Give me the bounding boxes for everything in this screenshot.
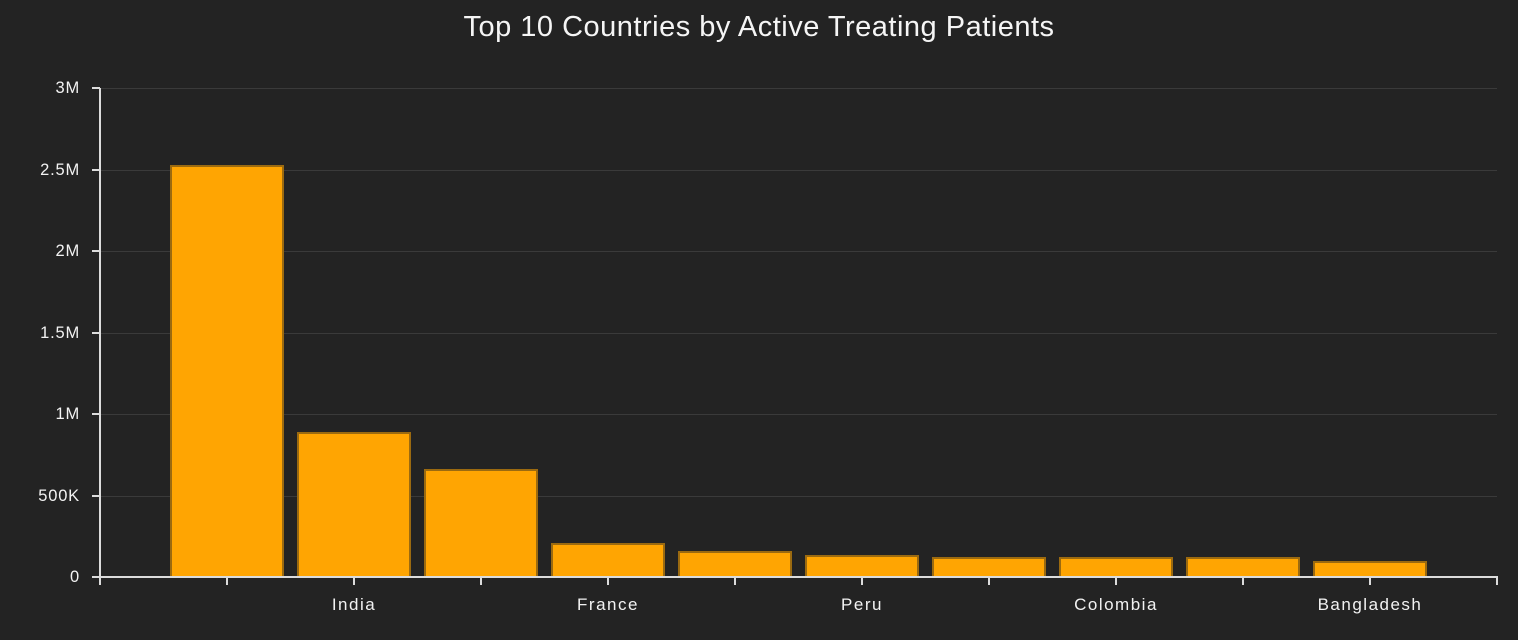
x-tick-label-colombia: Colombia <box>1074 595 1158 614</box>
bar-rank-5 <box>678 550 792 577</box>
y-tick-mark <box>92 168 100 171</box>
bar-India <box>297 431 411 577</box>
plot-area <box>100 88 1497 577</box>
y-tick-label: 2.5M <box>40 160 80 179</box>
gridline-2.5M <box>100 169 1497 171</box>
y-tick-mark <box>92 413 100 415</box>
gridline-3M <box>100 88 1497 89</box>
bar-rank-1 <box>170 164 284 577</box>
bar-Colombia <box>1059 557 1173 577</box>
x-tick-mark <box>226 578 228 585</box>
gridline-1.5M <box>100 332 1497 334</box>
gridline-500K <box>100 495 1497 497</box>
y-tick-label: 0 <box>70 568 80 586</box>
y-tick-mark <box>92 87 100 89</box>
bar-rank-7 <box>932 557 1046 577</box>
gridline-2M <box>100 251 1497 252</box>
y-tick-label: 1.5M <box>40 323 80 342</box>
x-tick-mark <box>1115 578 1117 585</box>
y-tick-label: 500K <box>38 486 80 505</box>
x-tick-label-france: France <box>577 595 639 614</box>
chart-title: Top 10 Countries by Active Treating Pati… <box>463 11 1055 43</box>
x-tick-label-bangladesh: Bangladesh <box>1317 595 1423 614</box>
x-tick-mark <box>988 578 990 585</box>
x-tick-mark <box>353 578 355 585</box>
x-tick-label-india: India <box>331 595 377 614</box>
bar-Bangladesh <box>1313 560 1427 577</box>
bar-rank-3 <box>424 468 538 577</box>
y-tick-label: 1M <box>55 405 80 423</box>
y-tick-mark <box>92 576 100 578</box>
x-tick-label-peru: Peru <box>841 595 883 614</box>
y-tick-mark <box>92 250 100 252</box>
x-tick-mark <box>861 578 863 585</box>
y-tick-label: 3M <box>55 79 80 97</box>
bar-rank-9 <box>1186 556 1300 577</box>
x-tick-mark <box>1369 578 1371 585</box>
gridline-1M <box>100 414 1497 415</box>
x-axis-end-tick <box>1496 578 1498 585</box>
y-tick-mark <box>92 331 100 334</box>
x-tick-mark <box>734 578 736 585</box>
y-tick-label: 2M <box>55 242 80 260</box>
x-tick-mark <box>480 578 482 585</box>
x-tick-mark <box>1242 578 1244 585</box>
bar-Peru <box>805 554 919 577</box>
y-axis-line <box>99 88 101 585</box>
x-axis-line <box>99 576 1498 578</box>
y-tick-mark <box>92 494 100 497</box>
bar-France <box>551 542 665 577</box>
x-tick-mark <box>607 578 609 585</box>
